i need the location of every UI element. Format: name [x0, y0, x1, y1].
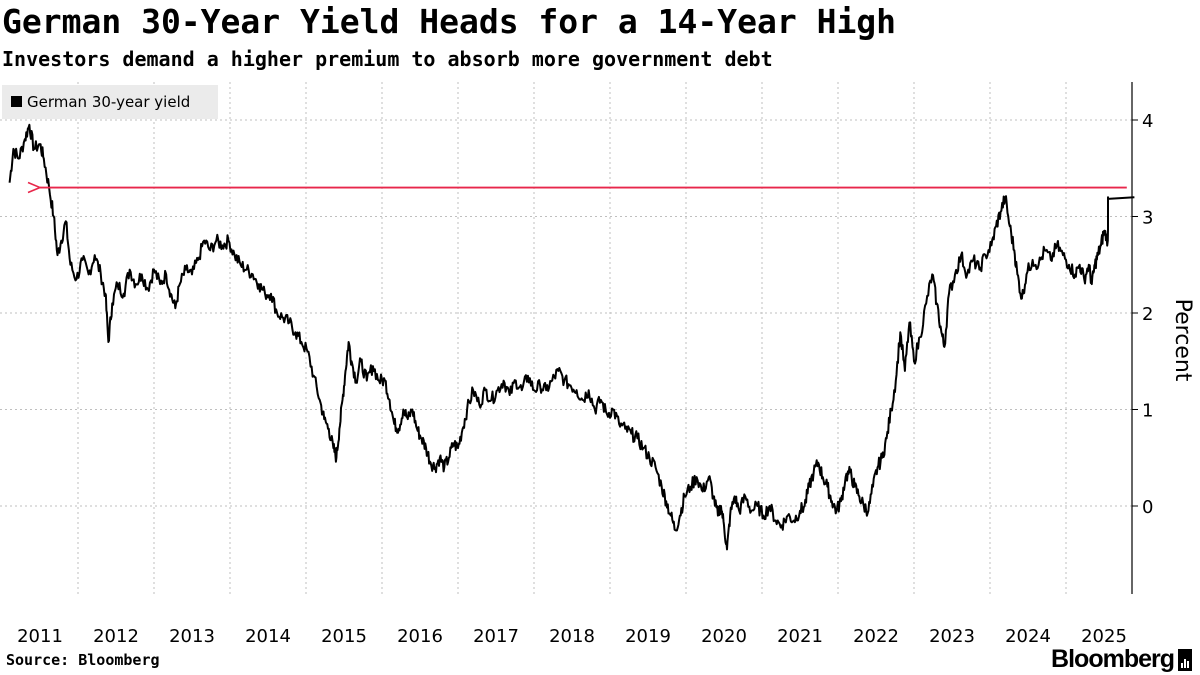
- x-tick-label-2022: 2022: [853, 626, 899, 647]
- bloomberg-terminal-icon: [1178, 648, 1192, 671]
- x-tick-label-2012: 2012: [93, 626, 139, 647]
- y-tick-label-2: 2: [1142, 304, 1153, 325]
- series-line-0: [8, 123, 1135, 551]
- x-tick-label-2017: 2017: [473, 626, 519, 647]
- x-tick-label-2011: 2011: [17, 626, 63, 647]
- y-tick-label-0: 0: [1142, 497, 1153, 518]
- y-tick-label-1: 1: [1142, 401, 1153, 422]
- x-tick-label-2014: 2014: [245, 626, 291, 647]
- axes: 0 1 2 3 4 2011 2012 2013 2014 2015 2016 2017 2018 201…: [17, 82, 1195, 647]
- x-tick-label-2023: 2023: [929, 626, 975, 647]
- x-tick-label-2021: 2021: [777, 626, 823, 647]
- x-tick-label-2013: 2013: [169, 626, 215, 647]
- y-tick-label-4: 4: [1142, 111, 1153, 132]
- series-layer: [8, 123, 1135, 551]
- chart-subtitle: Investors demand a higher premium to abs…: [2, 47, 773, 71]
- x-tick-label-2020: 2020: [701, 626, 747, 647]
- x-tick-label-2024: 2024: [1005, 626, 1051, 647]
- legend-swatch: [11, 96, 22, 107]
- legend-box: [2, 85, 218, 119]
- x-tick-label-2015: 2015: [321, 626, 367, 647]
- x-tick-label-2016: 2016: [397, 626, 443, 647]
- brand-name: Bloomberg: [1051, 645, 1175, 673]
- brand-logo: Bloomberg: [1051, 645, 1192, 674]
- y-axis-label: Percent: [1170, 299, 1195, 382]
- source-note: Source: Bloomberg: [6, 651, 160, 669]
- legend: German 30-year yield: [2, 85, 218, 119]
- x-tick-label-2025: 2025: [1081, 626, 1127, 647]
- chart-title: German 30-Year Yield Heads for a 14-Year…: [2, 2, 897, 41]
- x-tick-label-2019: 2019: [625, 626, 671, 647]
- gridlines: [0, 82, 1132, 594]
- y-tick-label-3: 3: [1142, 208, 1153, 229]
- legend-label: German 30-year yield: [27, 93, 190, 111]
- x-tick-label-2018: 2018: [549, 626, 595, 647]
